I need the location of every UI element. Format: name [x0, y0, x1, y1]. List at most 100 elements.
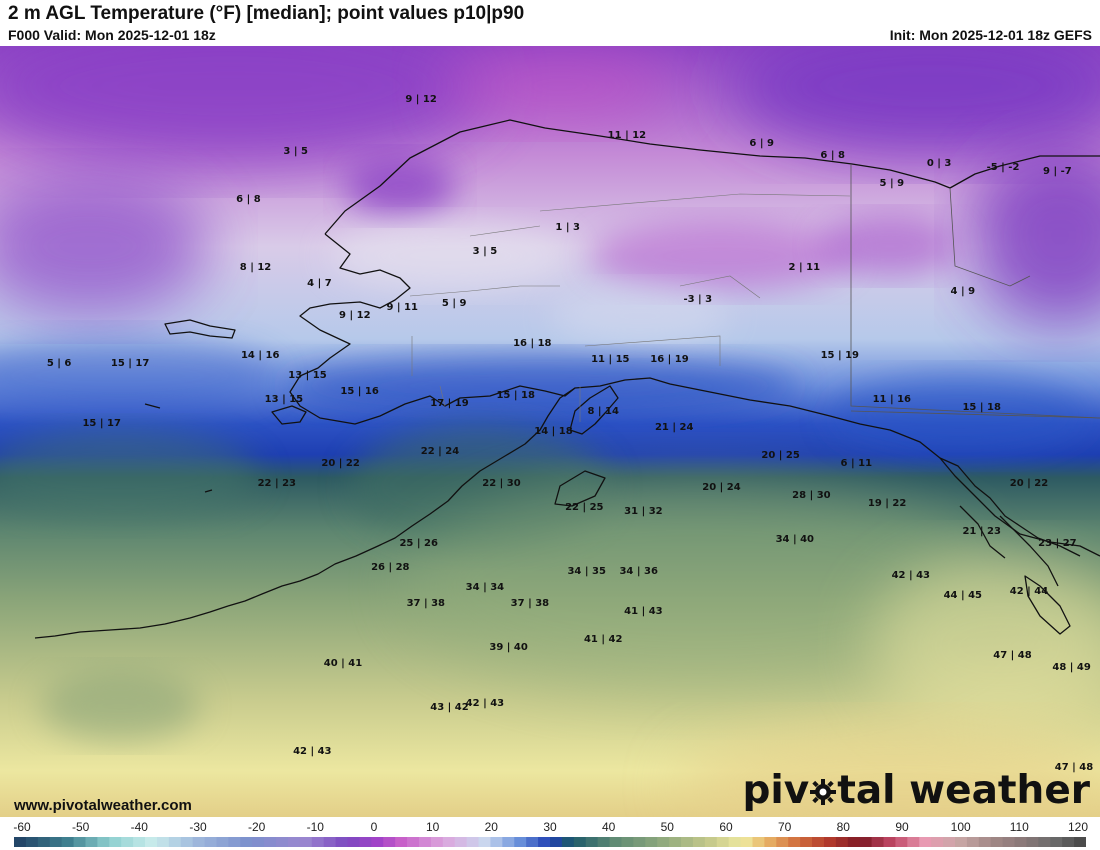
colorbar-swatch — [383, 837, 396, 847]
point-value-label: 25 | 26 — [399, 538, 437, 549]
admin-boundaries — [409, 193, 851, 422]
point-value-label: 11 | 12 — [608, 130, 646, 141]
colorbar: -60 -50 -40 -30 -20 -10 0 10 20 30 40 50 60 70 80 90 100… — [0, 817, 1100, 850]
colorbar-swatch — [478, 837, 492, 847]
point-value-label: -5 | -2 — [987, 162, 1020, 173]
colorbar-tick-label: -30 — [189, 820, 207, 834]
colorbar-swatch — [192, 837, 206, 847]
colorbar-tick-label: 10 — [426, 820, 440, 834]
colorbar-swatch — [276, 837, 289, 847]
colorbar-swatch — [252, 837, 265, 847]
colorbar-swatch — [859, 837, 873, 847]
point-value-label: 28 | 30 — [792, 490, 830, 501]
nunivak-island — [271, 405, 307, 425]
colorbar-swatch — [669, 837, 682, 847]
point-value-label: 37 | 38 — [511, 598, 549, 609]
colorbar-swatch — [526, 837, 539, 847]
colorbar-swatch — [395, 837, 408, 847]
colorbar-swatch — [168, 837, 182, 847]
point-value-label: 15 | 17 — [111, 358, 149, 369]
point-value-label: 40 | 41 — [324, 658, 362, 669]
colorbar-swatch — [454, 837, 468, 847]
point-value-label: 14 | 16 — [241, 350, 279, 361]
point-value-label: 22 | 25 — [565, 502, 603, 513]
colorbar-swatch — [109, 837, 122, 847]
aleutians — [34, 605, 229, 639]
point-value-label: 8 | 12 — [240, 262, 272, 273]
point-value-label: 42 | 43 — [466, 698, 504, 709]
colorbar-swatch — [407, 837, 420, 847]
haida-gwaii — [1024, 575, 1071, 635]
point-value-label: 42 | 44 — [1010, 586, 1048, 597]
temperature-map[interactable]: 9 | 12 3 | 5 6 | 8 11 | 12 6 | 9 6 | 8 0 | 3 -5… — [0, 46, 1100, 817]
colorbar-tick-label: 0 — [370, 820, 378, 834]
colorbar-swatch — [847, 837, 861, 847]
colorbar-swatch — [133, 837, 146, 847]
point-value-label: 2 | 11 — [789, 262, 821, 273]
colorbar-swatch — [538, 837, 551, 847]
colorbar-swatch — [812, 837, 825, 847]
point-value-label: 15 | 18 — [496, 390, 534, 401]
colorbar-tick-label: 120 — [1067, 820, 1089, 834]
point-value-label: 16 | 18 — [513, 338, 551, 349]
colorbar-swatch — [1038, 837, 1051, 847]
point-value-label: 22 | 23 — [258, 478, 296, 489]
point-value-label: 9 | 11 — [386, 302, 418, 313]
map-title: 2 m AGL Temperature (°F) [median]; point… — [8, 3, 525, 24]
se-panhandle — [939, 457, 1081, 587]
point-value-label: 6 | 9 — [749, 138, 774, 149]
us-canada-border — [850, 164, 1100, 419]
colorbar-swatch — [895, 837, 908, 847]
point-value-label: 41 | 42 — [584, 634, 622, 645]
point-value-label: 20 | 22 — [1010, 478, 1048, 489]
colorbar-tick-label: 110 — [1009, 820, 1029, 834]
point-value-label: 20 | 24 — [702, 482, 740, 493]
point-value-label: 47 | 48 — [993, 650, 1031, 661]
colorbar-swatch — [430, 837, 444, 847]
point-value-label: 4 | 9 — [951, 286, 976, 297]
colorbar-swatch — [990, 837, 1004, 847]
colorbar-strip — [14, 837, 1086, 847]
colorbar-tick-label: 80 — [836, 820, 850, 834]
colorbar-swatch — [204, 837, 218, 847]
point-value-label: 9 | 12 — [339, 310, 371, 321]
colorbar-swatch — [943, 837, 956, 847]
colorbar-swatch — [299, 837, 313, 847]
temperature-field-anomalies — [0, 46, 1100, 817]
colorbar-tick-label: 60 — [719, 820, 733, 834]
point-value-label: 13 | 15 — [288, 370, 326, 381]
colorbar-swatch — [716, 837, 730, 847]
colorbar-swatch — [359, 837, 372, 847]
point-values: 9 | 12 3 | 5 6 | 8 11 | 12 6 | 9 6 | 8 0 | 3 -5… — [47, 94, 1093, 773]
colorbar-swatch — [156, 837, 170, 847]
colorbar-tick-label: 20 — [484, 820, 498, 834]
colorbar-swatch — [1074, 837, 1086, 847]
colorbar-swatch — [514, 837, 527, 847]
colorbar-swatch — [180, 837, 194, 847]
colorbar-swatch — [657, 837, 670, 847]
colorbar-swatch — [692, 837, 706, 847]
colorbar-swatch — [73, 837, 87, 847]
point-value-label: 42 | 43 — [293, 746, 331, 757]
colorbar-swatch — [25, 837, 39, 847]
colorbar-swatch — [97, 837, 110, 847]
point-value-label: 5 | 9 — [442, 298, 467, 309]
colorbar-tick-label: 40 — [602, 820, 616, 834]
point-value-label: 11 | 15 — [591, 354, 629, 365]
point-value-label: 9 | -7 — [1043, 166, 1072, 177]
point-value-label: 21 | 24 — [655, 422, 693, 433]
colorbar-tick-label: -40 — [130, 820, 148, 834]
political-borders — [409, 164, 1100, 422]
colorbar-swatch — [418, 837, 432, 847]
point-value-label: 34 | 36 — [619, 566, 657, 577]
point-value-label: 37 | 38 — [407, 598, 445, 609]
init-time: Init: Mon 2025-12-01 18z GEFS — [889, 27, 1092, 43]
colorbar-swatch — [823, 837, 837, 847]
point-value-label: 5 | 9 — [880, 178, 905, 189]
point-value-label: 1 | 3 — [555, 222, 580, 233]
point-value-label: 17 | 19 — [430, 398, 468, 409]
point-value-label: 34 | 35 — [567, 566, 605, 577]
colorbar-swatch — [121, 837, 134, 847]
point-value-label: 31 | 32 — [624, 506, 662, 517]
kenai-coastline — [569, 385, 619, 435]
